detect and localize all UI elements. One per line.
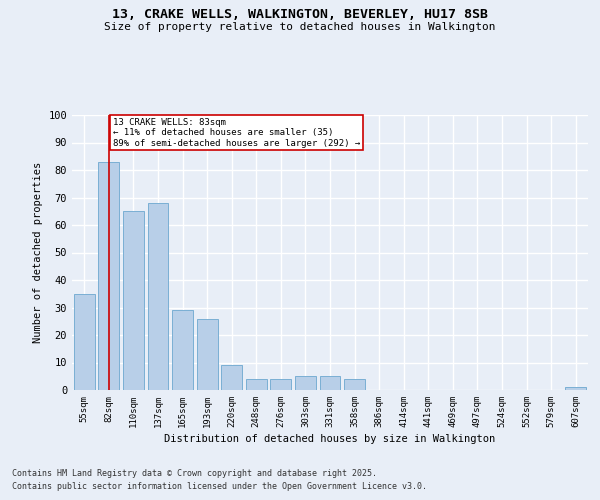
Bar (221, 365, 242, 390)
Y-axis label: Number of detached properties: Number of detached properties (33, 162, 43, 343)
Bar (344, 379, 365, 390)
Text: Contains HM Land Registry data © Crown copyright and database right 2025.: Contains HM Land Registry data © Crown c… (12, 468, 377, 477)
Bar (565, 387, 586, 390)
Text: Size of property relative to detached houses in Walkington: Size of property relative to detached ho… (104, 22, 496, 32)
Bar (320, 376, 340, 390)
Bar (246, 379, 267, 390)
Bar (98, 162, 119, 390)
Text: 13 CRAKE WELLS: 83sqm
← 11% of detached houses are smaller (35)
89% of semi-deta: 13 CRAKE WELLS: 83sqm ← 11% of detached … (113, 118, 360, 148)
Bar (172, 310, 193, 390)
Text: Contains public sector information licensed under the Open Government Licence v3: Contains public sector information licen… (12, 482, 427, 491)
Bar (271, 379, 292, 390)
X-axis label: Distribution of detached houses by size in Walkington: Distribution of detached houses by size … (164, 434, 496, 444)
Bar (197, 318, 218, 390)
Bar (148, 203, 169, 390)
Text: 13, CRAKE WELLS, WALKINGTON, BEVERLEY, HU17 8SB: 13, CRAKE WELLS, WALKINGTON, BEVERLEY, H… (112, 8, 488, 20)
Bar (74, 294, 95, 390)
Bar (123, 211, 144, 390)
Bar (295, 376, 316, 390)
